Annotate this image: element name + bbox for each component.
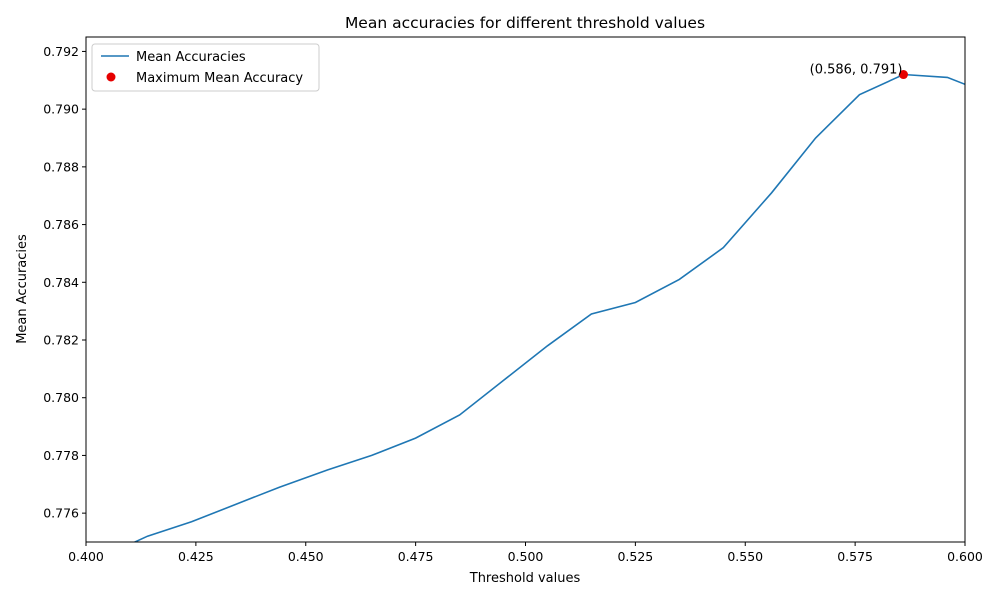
plot-area: (0.586, 0.791) [85, 36, 966, 543]
legend-entry-maximum-mean-accuracy: Maximum Mean Accuracy [136, 71, 303, 86]
max-mean-accuracy-point [898, 70, 908, 80]
y-tick-label: 0.784 [43, 275, 79, 290]
x-tick-label: 0.475 [398, 549, 434, 564]
x-tick-label: 0.525 [617, 549, 653, 564]
x-tick-label: 0.450 [288, 549, 324, 564]
x-tick-label: 0.500 [508, 549, 544, 564]
legend-dot-swatch [106, 72, 116, 82]
y-tick-label: 0.790 [43, 102, 79, 117]
max-point-annotation: (0.586, 0.791) [810, 63, 903, 78]
y-axis: 0.776 0.778 0.780 0.782 0.784 0.786 0.788 0.790… [43, 44, 86, 521]
y-tick-label: 0.776 [43, 506, 79, 521]
y-tick-label: 0.792 [43, 44, 79, 59]
plot-frame [85, 36, 966, 543]
y-tick-label: 0.782 [43, 333, 79, 348]
legend-box [91, 43, 320, 92]
x-tick-label: 0.600 [947, 549, 983, 564]
legend: Mean Accuracies Maximum Mean Accuracy [91, 43, 320, 92]
x-tick-label: 0.400 [68, 549, 104, 564]
x-tick-label: 0.425 [178, 549, 214, 564]
y-tick-label: 0.778 [43, 448, 79, 463]
y-axis-label: Mean Accuracies [15, 234, 30, 344]
series-line-mean-accuracies [132, 73, 965, 542]
chart-title: Mean accuracies for different threshold … [345, 14, 705, 32]
y-tick-label: 0.786 [43, 217, 79, 232]
legend-entry-mean-accuracies: Mean Accuracies [136, 50, 246, 65]
x-tick-label: 0.550 [727, 549, 763, 564]
y-tick-label: 0.788 [43, 159, 79, 174]
x-axis: 0.400 0.425 0.450 0.475 0.500 0.525 0.550 0.575… [68, 542, 983, 564]
x-tick-label: 0.575 [837, 549, 873, 564]
y-tick-label: 0.780 [43, 390, 79, 405]
x-axis-label: Threshold values [469, 571, 581, 586]
